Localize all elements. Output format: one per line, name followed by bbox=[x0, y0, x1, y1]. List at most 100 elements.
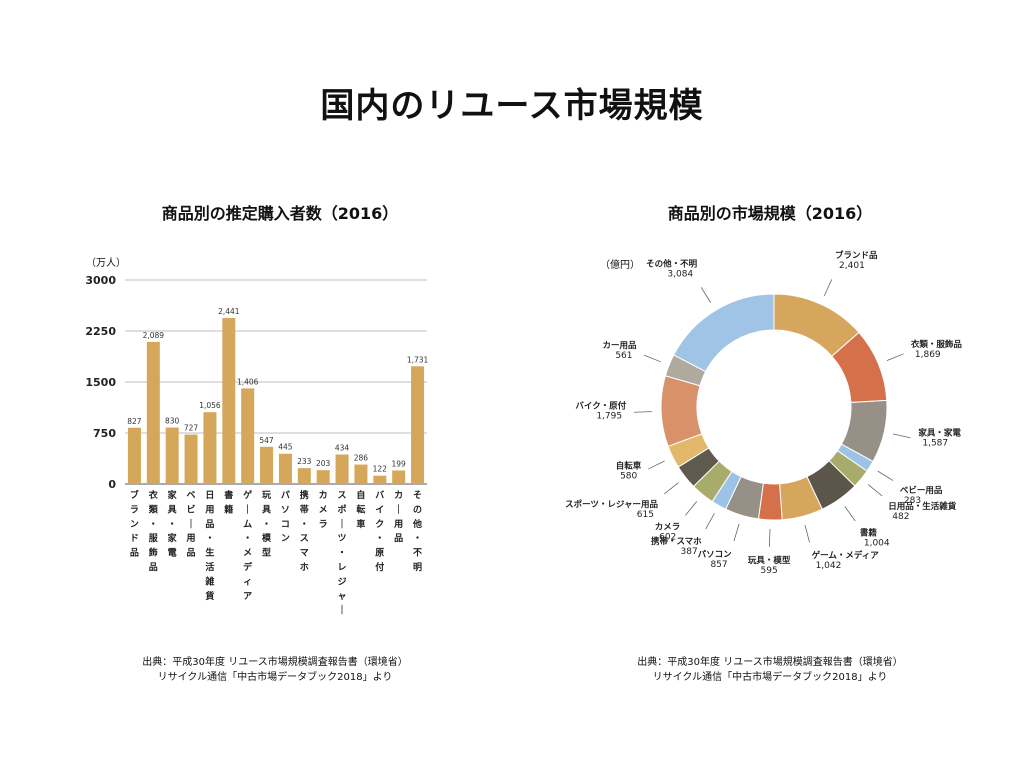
bar bbox=[184, 434, 198, 484]
bar-value-label: 203 bbox=[316, 459, 331, 468]
bar bbox=[316, 470, 330, 484]
slice-label: パソコン bbox=[698, 549, 733, 560]
bar-y-unit: （万人） bbox=[86, 258, 126, 269]
slice-value-label: 857 bbox=[710, 560, 727, 570]
slice-value-label: 387 bbox=[681, 547, 698, 557]
bar-value-label: 445 bbox=[278, 443, 293, 452]
bar bbox=[222, 318, 236, 484]
bar-value-label: 233 bbox=[297, 457, 312, 466]
bar bbox=[392, 470, 406, 484]
source-line: リサイクル通信「中古市場データブック2018」より bbox=[157, 672, 393, 683]
leader-line bbox=[892, 433, 911, 439]
x-tick-label: パソコン bbox=[281, 489, 290, 544]
slice-value-label: 1,587 bbox=[922, 439, 948, 449]
leader-line bbox=[867, 484, 883, 497]
source-line: リサイクル通信「中古市場データブック2018」より bbox=[652, 672, 888, 683]
source-line: 出典：平成30年度 リユース市場規模調査報告書（環境省） bbox=[142, 657, 408, 668]
x-tick-label: バイク・原付 bbox=[375, 490, 384, 573]
slice-value-label: 602 bbox=[659, 533, 676, 543]
bar-value-label: 727 bbox=[184, 424, 199, 433]
x-tick-label: 自転車 bbox=[356, 489, 365, 530]
bar bbox=[354, 464, 368, 484]
bar-value-label: 286 bbox=[354, 454, 369, 463]
bar bbox=[241, 388, 255, 484]
donut-chart-source: 出典：平成30年度 リユース市場規模調査報告書（環境省） リサイクル通信「中古市… bbox=[600, 655, 940, 685]
slice-value-label: 482 bbox=[892, 512, 909, 522]
bar bbox=[373, 475, 387, 484]
bar bbox=[335, 454, 349, 484]
bar bbox=[146, 341, 160, 484]
leader-line bbox=[705, 513, 715, 530]
bar-value-label: 827 bbox=[127, 417, 142, 426]
leader-line bbox=[685, 501, 698, 516]
slice-label: ゲーム・メディア bbox=[812, 550, 880, 561]
bar-value-label: 830 bbox=[165, 417, 180, 426]
x-tick-label: 日用品・生活雑貨 bbox=[204, 490, 214, 602]
leader-line bbox=[663, 482, 679, 495]
slice-label: バイク・原付 bbox=[575, 401, 626, 412]
bar-value-label: 1,406 bbox=[237, 377, 259, 386]
bar bbox=[297, 468, 311, 484]
leader-line bbox=[733, 523, 740, 542]
slice-label: 自転車 bbox=[616, 460, 642, 471]
slice-value-label: 1,042 bbox=[816, 561, 842, 571]
bar-chart-title: 商品別の推定購入者数（2016） bbox=[161, 204, 399, 223]
bar bbox=[127, 427, 141, 484]
bar-value-label: 2,441 bbox=[218, 307, 240, 316]
slice-label: 携帯・スマホ bbox=[651, 536, 702, 547]
bar-value-label: 122 bbox=[373, 465, 388, 474]
x-tick-label: 家具・家電 bbox=[167, 489, 178, 559]
page-title: 国内のリユース市場規模 bbox=[320, 86, 704, 126]
leader-line bbox=[823, 279, 833, 297]
slice-label: ベビー用品 bbox=[900, 485, 943, 496]
slice-value-label: 283 bbox=[904, 496, 921, 506]
y-tick-label: 1500 bbox=[85, 376, 116, 389]
leader-line bbox=[804, 524, 810, 543]
leader-line bbox=[700, 287, 711, 303]
x-tick-label: カメラ bbox=[319, 490, 328, 530]
leader-line bbox=[886, 353, 904, 362]
donut-slice bbox=[673, 293, 775, 373]
leader-line bbox=[634, 411, 653, 413]
x-tick-label: 書籍 bbox=[223, 489, 233, 515]
x-tick-label: その他・不明 bbox=[412, 490, 422, 573]
bar-value-label: 547 bbox=[259, 436, 274, 445]
slice-label: カー用品 bbox=[603, 341, 638, 351]
slice-label: 家具・家電 bbox=[918, 428, 961, 439]
slice-value-label: 615 bbox=[637, 510, 654, 520]
leader-line bbox=[877, 470, 894, 481]
slice-value-label: 595 bbox=[761, 566, 778, 576]
bar bbox=[278, 453, 292, 484]
slice-value-label: 1,795 bbox=[596, 412, 622, 422]
y-tick-label: 2250 bbox=[85, 325, 116, 338]
x-tick-label: 携帯・スマホ bbox=[300, 489, 309, 573]
slice-label: 衣類・服飾品 bbox=[911, 339, 963, 350]
bar-value-label: 1,731 bbox=[407, 355, 429, 364]
bar-value-label: 1,056 bbox=[199, 401, 221, 410]
slice-value-label: 580 bbox=[620, 471, 637, 481]
slice-value-label: 1,869 bbox=[915, 350, 941, 360]
leader-line bbox=[643, 354, 661, 363]
slice-label: その他・不明 bbox=[646, 259, 698, 270]
y-tick-label: 0 bbox=[108, 478, 116, 491]
bar bbox=[260, 446, 274, 484]
bar bbox=[165, 427, 179, 484]
x-tick-label: スポ｜ツ・レジャ｜ bbox=[338, 490, 347, 616]
slice-label: カメラ bbox=[655, 523, 681, 533]
bar bbox=[411, 366, 425, 484]
donut-chart-title: 商品別の市場規模（2016） bbox=[667, 204, 873, 223]
bar bbox=[203, 412, 217, 484]
leader-line bbox=[844, 506, 856, 522]
y-tick-label: 750 bbox=[93, 427, 116, 440]
x-tick-label: ブランド品 bbox=[130, 489, 139, 559]
x-tick-label: 衣類・服飾品 bbox=[148, 489, 159, 573]
x-tick-label: カ｜用品 bbox=[393, 490, 403, 544]
x-tick-label: ベビ｜用品 bbox=[186, 490, 196, 559]
slice-label: スポーツ・レジャー用品 bbox=[565, 499, 658, 510]
slice-label: 日用品・生活雑貨 bbox=[888, 501, 957, 512]
donut-unit: （億円） bbox=[600, 260, 640, 271]
source-line: 出典：平成30年度 リユース市場規模調査報告書（環境省） bbox=[637, 657, 903, 668]
x-tick-label: ゲ｜ム・メディア bbox=[243, 489, 253, 602]
leader-line bbox=[648, 460, 665, 470]
